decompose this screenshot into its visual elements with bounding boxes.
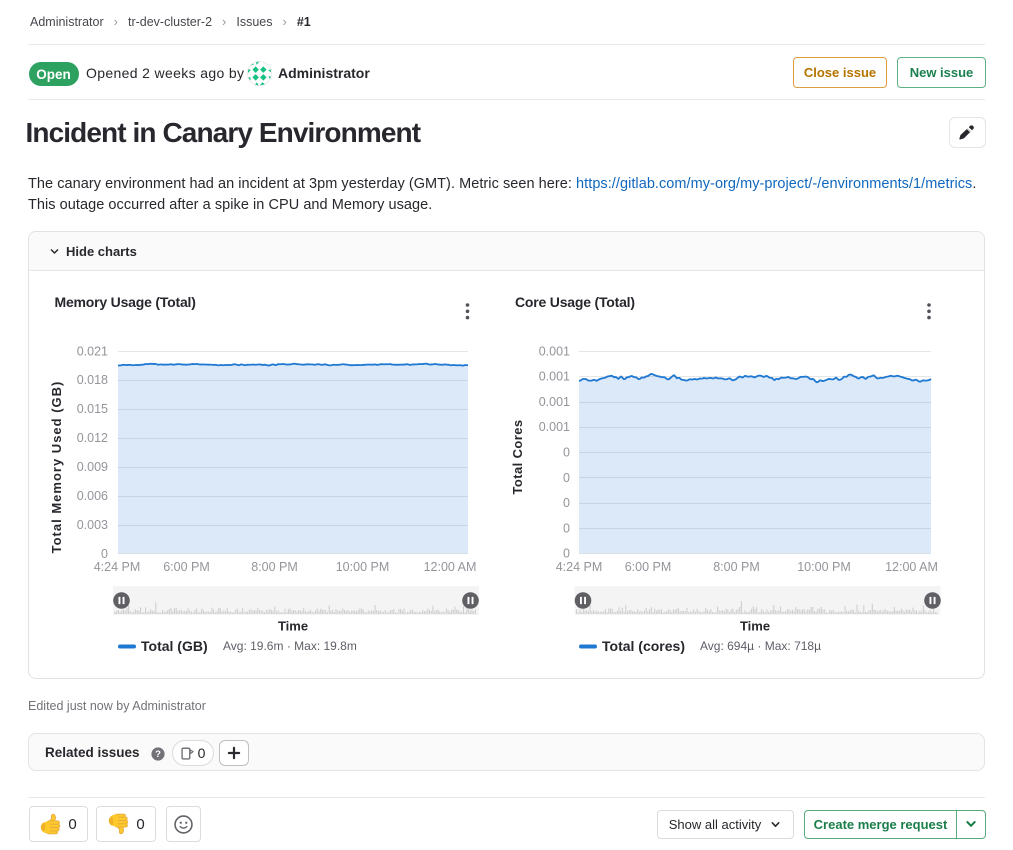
- svg-text:0: 0: [563, 547, 570, 561]
- svg-text:Avg: 694µ · Max: 718µ: Avg: 694µ · Max: 718µ: [700, 639, 821, 653]
- svg-text:Total (cores): Total (cores): [602, 638, 685, 654]
- svg-text:0.001: 0.001: [539, 370, 570, 384]
- svg-text:0: 0: [101, 547, 108, 561]
- svg-text:Time: Time: [740, 619, 770, 634]
- svg-text:0.001: 0.001: [539, 420, 570, 434]
- svg-text:4:24 PM: 4:24 PM: [94, 560, 141, 574]
- svg-text:0.015: 0.015: [77, 402, 108, 416]
- svg-text:8:00 PM: 8:00 PM: [713, 560, 760, 574]
- svg-text:Total (GB): Total (GB): [141, 638, 208, 654]
- svg-text:0: 0: [563, 521, 570, 535]
- svg-text:Time: Time: [278, 619, 308, 634]
- svg-text:Total Cores: Total Cores: [510, 420, 525, 495]
- svg-text:0.012: 0.012: [77, 431, 108, 445]
- svg-text:10:00 PM: 10:00 PM: [336, 560, 390, 574]
- svg-text:12:00 AM: 12:00 AM: [885, 560, 938, 574]
- svg-text:4:24 PM: 4:24 PM: [556, 560, 603, 574]
- svg-text:0: 0: [563, 496, 570, 510]
- svg-text:Avg: 19.6m · Max: 19.8m: Avg: 19.6m · Max: 19.8m: [223, 639, 357, 653]
- svg-text:12:00 AM: 12:00 AM: [424, 560, 477, 574]
- svg-text:0.009: 0.009: [77, 460, 108, 474]
- svg-text:0: 0: [563, 446, 570, 460]
- svg-text:Core Usage (Total): Core Usage (Total): [515, 294, 635, 310]
- svg-text:0.003: 0.003: [77, 518, 108, 532]
- svg-text:Memory Usage (Total): Memory Usage (Total): [55, 294, 196, 310]
- svg-text:?: ?: [155, 749, 161, 760]
- svg-text:0.021: 0.021: [77, 344, 108, 358]
- svg-text:0: 0: [563, 471, 570, 485]
- svg-text:10:00 PM: 10:00 PM: [797, 560, 851, 574]
- svg-text:0.001: 0.001: [539, 395, 570, 409]
- svg-text:8:00 PM: 8:00 PM: [251, 560, 298, 574]
- svg-text:0.006: 0.006: [77, 489, 108, 503]
- svg-text:0.018: 0.018: [77, 373, 108, 387]
- svg-text:6:00 PM: 6:00 PM: [625, 560, 672, 574]
- svg-text:0.001: 0.001: [539, 344, 570, 358]
- svg-text:Total Memory Used (GB): Total Memory Used (GB): [49, 381, 64, 554]
- svg-text:6:00 PM: 6:00 PM: [163, 560, 210, 574]
